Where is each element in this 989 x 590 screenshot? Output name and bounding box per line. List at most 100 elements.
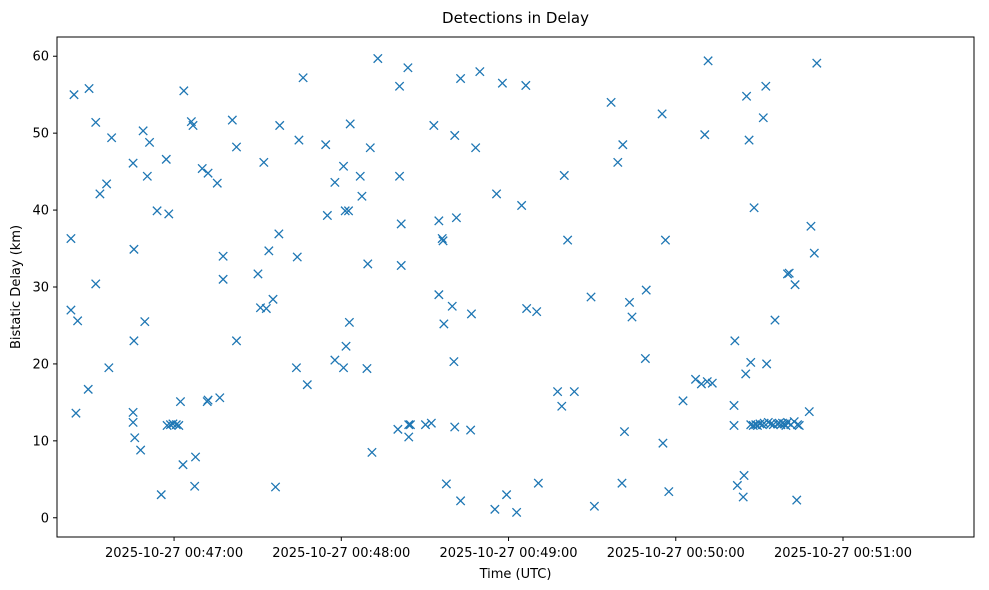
- data-point-marker: [83, 384, 93, 394]
- data-point-marker: [84, 83, 94, 94]
- data-point-marker: [396, 219, 406, 229]
- data-point-marker: [128, 407, 138, 418]
- data-markers: [66, 53, 822, 518]
- data-point-marker: [761, 359, 772, 369]
- data-point-marker: [732, 480, 743, 491]
- data-point-marker: [128, 417, 138, 428]
- data-point-marker: [738, 492, 748, 502]
- data-point-marker: [606, 97, 616, 108]
- data-point-marker: [806, 221, 816, 231]
- data-point-marker: [490, 504, 500, 514]
- data-point-marker: [455, 496, 466, 506]
- data-point-marker: [532, 306, 542, 317]
- data-point-marker: [449, 356, 459, 367]
- data-point-marker: [624, 297, 635, 308]
- data-point-marker: [179, 86, 189, 96]
- data-point-marker: [521, 80, 531, 91]
- data-point-marker: [744, 135, 754, 145]
- data-point-marker: [91, 279, 101, 289]
- data-point-marker: [758, 113, 768, 123]
- data-point-marker: [140, 316, 150, 327]
- data-point-marker: [341, 341, 351, 351]
- data-point-marker: [357, 191, 367, 201]
- data-point-marker: [394, 171, 405, 181]
- data-point-marker: [491, 189, 502, 199]
- data-point-marker: [559, 170, 569, 181]
- y-tick-label: 30: [32, 281, 49, 296]
- data-point-marker: [215, 393, 225, 403]
- data-point-marker: [707, 378, 717, 388]
- y-axis-title: Bistatic Delay (km): [9, 225, 24, 349]
- data-point-marker: [404, 420, 414, 430]
- data-point-marker: [355, 171, 365, 181]
- data-point-marker: [338, 363, 349, 373]
- data-point-marker: [66, 305, 76, 315]
- data-point-marker: [345, 119, 355, 129]
- data-point-marker: [770, 315, 780, 325]
- data-point-marker: [501, 490, 512, 500]
- data-point-marker: [178, 460, 188, 470]
- data-point-marker: [617, 478, 627, 488]
- x-axis-title: Time (UTC): [479, 567, 552, 582]
- data-point-marker: [627, 312, 637, 322]
- data-point-marker: [420, 420, 431, 430]
- data-point-marker: [218, 274, 228, 284]
- data-point-marker: [72, 316, 83, 326]
- data-point-marker: [367, 447, 377, 458]
- data-point-marker: [291, 363, 302, 373]
- data-point-marker: [516, 200, 527, 211]
- data-point-marker: [362, 363, 372, 374]
- data-point-marker: [393, 424, 403, 434]
- data-point-marker: [292, 252, 302, 262]
- data-point-marker: [794, 420, 804, 431]
- data-point-marker: [129, 244, 139, 254]
- data-point-marker: [396, 260, 406, 271]
- data-point-marker: [589, 501, 600, 511]
- data-point-marker: [343, 206, 354, 216]
- data-point-marker: [197, 163, 207, 174]
- data-point-marker: [168, 419, 178, 429]
- data-point-marker: [69, 90, 79, 100]
- data-point-marker: [475, 66, 485, 77]
- x-tick-label: 2025-10-27 00:47:00: [105, 546, 243, 561]
- data-point-marker: [790, 280, 800, 290]
- data-point-marker: [533, 478, 544, 488]
- data-point-marker: [804, 406, 814, 417]
- data-point-marker: [729, 420, 739, 431]
- data-point-marker: [403, 63, 413, 73]
- data-point-marker: [450, 130, 460, 141]
- data-point-marker: [161, 154, 171, 164]
- data-point-marker: [227, 115, 237, 125]
- data-point-marker: [521, 303, 532, 314]
- y-tick-label: 40: [32, 204, 49, 219]
- data-point-marker: [569, 386, 579, 397]
- data-point-marker: [330, 355, 340, 365]
- data-point-marker: [261, 303, 271, 314]
- data-point-marker: [321, 140, 331, 150]
- data-point-marker: [437, 233, 447, 244]
- data-point-marker: [270, 482, 281, 492]
- data-point-marker: [466, 309, 477, 319]
- data-point-marker: [641, 285, 651, 295]
- data-point-marker: [763, 417, 773, 428]
- y-axis: 0 10 20 30 40 50 60: [32, 50, 57, 526]
- data-point-marker: [761, 81, 771, 91]
- data-point-marker: [511, 507, 522, 518]
- data-point-marker: [470, 143, 481, 153]
- data-point-marker: [174, 420, 184, 431]
- data-point-marker: [784, 268, 794, 278]
- data-point-marker: [322, 210, 333, 221]
- data-point-marker: [135, 445, 146, 455]
- data-point-marker: [363, 259, 373, 269]
- data-point-marker: [552, 386, 563, 397]
- data-point-marker: [190, 452, 201, 462]
- data-point-marker: [812, 58, 822, 68]
- data-point-marker: [268, 294, 278, 304]
- y-tick-label: 50: [32, 127, 49, 142]
- y-tick-label: 20: [32, 357, 49, 372]
- data-point-marker: [95, 189, 105, 199]
- data-point-marker: [619, 426, 630, 437]
- x-axis: 2025-10-27 00:47:00 2025-10-27 00:48:00 20…: [105, 537, 912, 561]
- data-point-marker: [557, 401, 567, 411]
- data-point-marker: [658, 438, 668, 448]
